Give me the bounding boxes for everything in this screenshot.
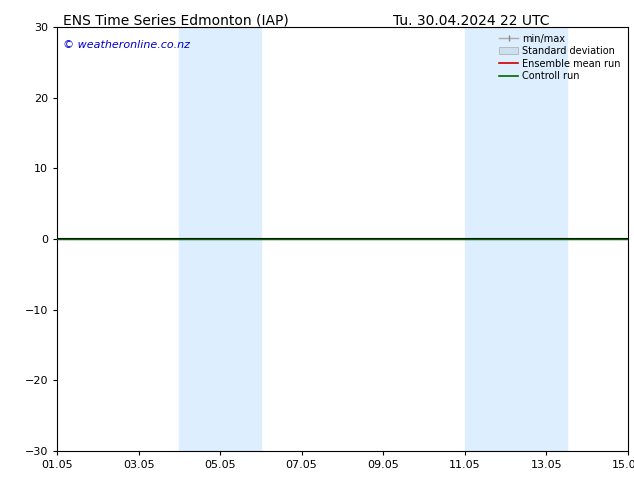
Text: Tu. 30.04.2024 22 UTC: Tu. 30.04.2024 22 UTC xyxy=(393,14,550,28)
Text: © weatheronline.co.nz: © weatheronline.co.nz xyxy=(63,40,190,49)
Legend: min/max, Standard deviation, Ensemble mean run, Controll run: min/max, Standard deviation, Ensemble me… xyxy=(497,32,623,83)
Text: ENS Time Series Edmonton (IAP): ENS Time Series Edmonton (IAP) xyxy=(63,14,289,28)
Bar xyxy=(179,27,261,451)
Bar xyxy=(465,27,567,451)
